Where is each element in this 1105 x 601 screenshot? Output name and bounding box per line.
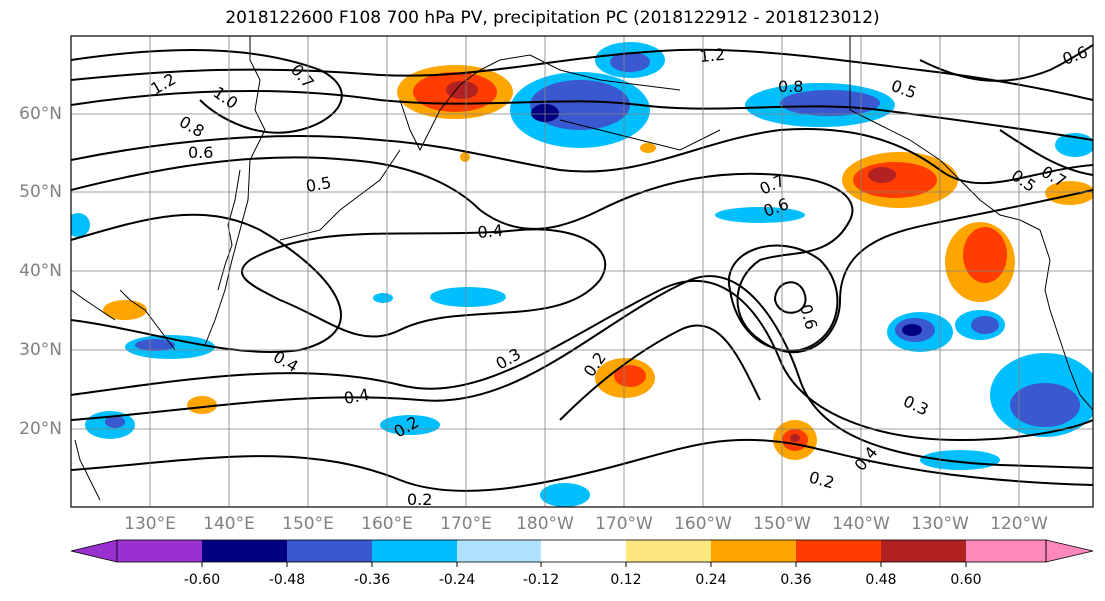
lat-label-50n: 50°N (19, 182, 62, 202)
contour-label: 0.8 (778, 77, 803, 96)
lon-label-150e: 150°E (282, 514, 334, 534)
lat-label-20n: 20°N (19, 419, 62, 439)
contour-label: 0.6 (188, 143, 213, 162)
contour-label: 0.4 (342, 385, 370, 408)
contour-label: 1.2 (699, 45, 726, 66)
colorbar-tick-label: 0.24 (695, 572, 727, 588)
contour-label: 1.0 (210, 83, 242, 113)
lon-label-130e: 130°E (124, 514, 176, 534)
colorbar-tick-label: 0.60 (950, 572, 982, 588)
lat-label-40n: 40°N (19, 261, 62, 281)
colorbar-tick-label: -0.24 (438, 572, 476, 588)
lon-label-140w: 140°W (832, 514, 890, 534)
colorbar-tick-label: 0.48 (865, 572, 897, 588)
contour-label: 0.7 (287, 60, 318, 92)
pv-contours (71, 44, 1093, 492)
contour-label: 0.5 (889, 76, 919, 103)
contour-label: 0.3 (493, 344, 525, 373)
contour-label: 0.2 (807, 468, 837, 493)
colorbar-tick-label: -0.36 (353, 572, 391, 588)
contour-label: 0.4 (477, 221, 504, 242)
lon-label-160w: 160°W (674, 514, 732, 534)
lon-label-160e: 160°E (361, 514, 413, 534)
colorbar-tick-label: 0.12 (610, 572, 642, 588)
map-frame (70, 35, 1094, 508)
colorbar-tick-label: -0.48 (268, 572, 306, 588)
lon-label-120w: 120°W (990, 514, 1048, 534)
contour-label: 0.8 (176, 112, 208, 141)
lon-label-170e: 170°E (440, 514, 492, 534)
colorbar-tick-label: 0.36 (780, 572, 812, 588)
precip-shading (71, 42, 1093, 507)
colorbar-tick-label: -0.60 (183, 572, 221, 588)
lon-label-130w: 130°W (911, 514, 969, 534)
contour-label: 0.3 (900, 391, 931, 419)
map-title: 2018122600 F108 700 hPa PV, precipitatio… (225, 8, 880, 28)
graticule (71, 36, 1093, 507)
contour-label: 0.6 (1060, 42, 1090, 69)
coastlines (71, 36, 1093, 501)
lon-label-140e: 140°E (203, 514, 255, 534)
lon-label-180w: 180°W (516, 514, 574, 534)
lon-label-170w: 170°W (595, 514, 653, 534)
lon-label-150w: 150°W (753, 514, 811, 534)
colorbar (70, 539, 1094, 567)
lat-label-60n: 60°N (19, 104, 62, 124)
contour-label: 0.4 (851, 443, 882, 475)
contour-label: 0.5 (304, 173, 332, 196)
map-plot-area: 1.2 1.0 0.8 0.7 0.6 0.5 0.4 0.4 0.4 0.3 … (71, 36, 1093, 509)
contour-label: 0.6 (796, 302, 821, 332)
contour-label: 0.2 (407, 490, 432, 509)
contour-label: 0.5 (1008, 166, 1040, 196)
colorbar-tick-label: -0.12 (522, 572, 560, 588)
lat-label-30n: 30°N (19, 340, 62, 360)
